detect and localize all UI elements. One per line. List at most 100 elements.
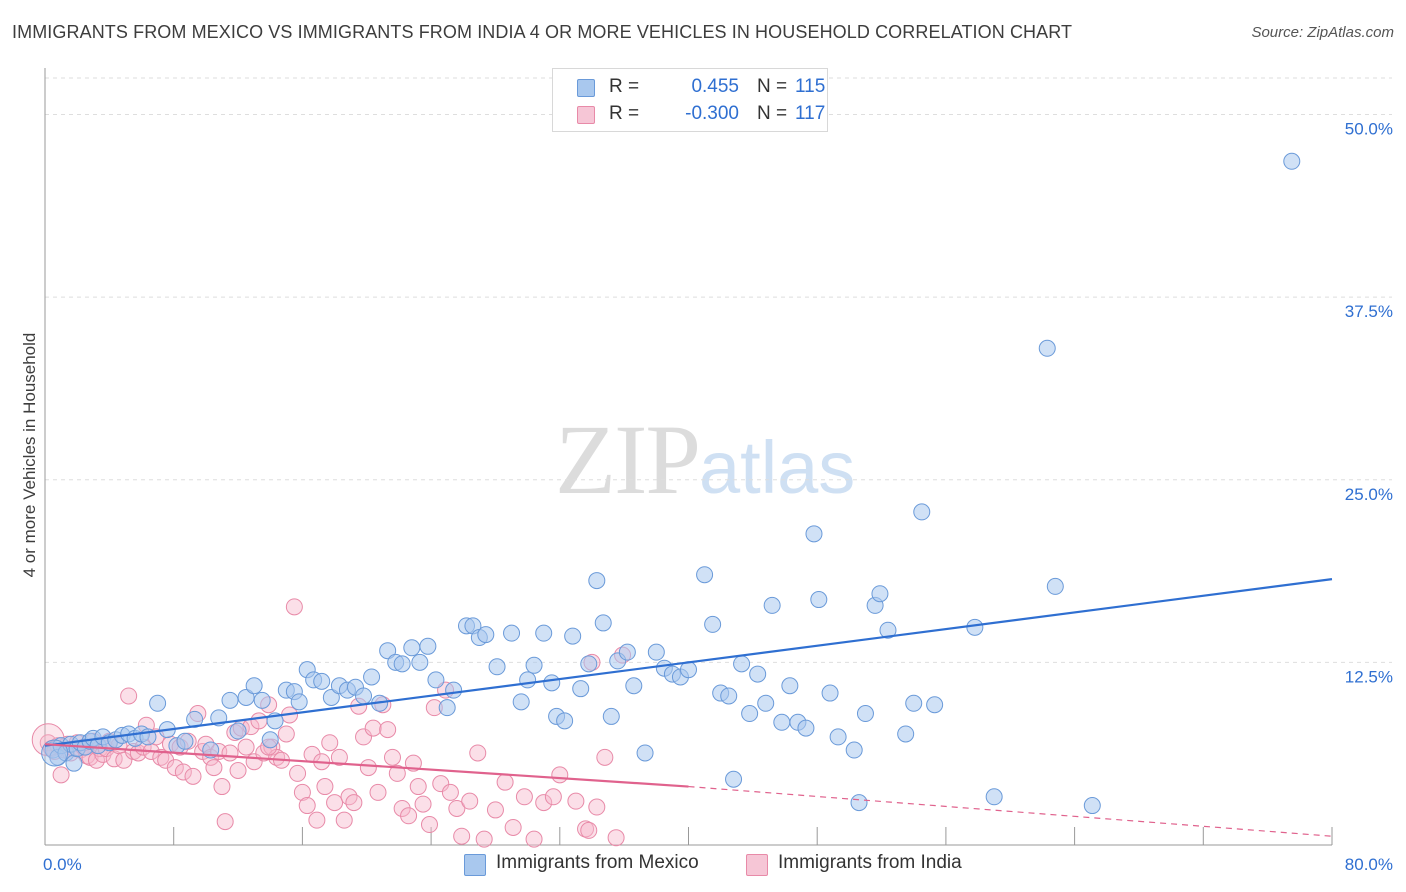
- india-point: [321, 734, 339, 752]
- mexico-point: [618, 643, 636, 661]
- mexico-point: [229, 722, 247, 740]
- mexico-point: [845, 741, 863, 759]
- india-point: [52, 766, 70, 784]
- mexico-point: [985, 788, 1003, 806]
- y-tick-label: 25.0%: [1345, 485, 1393, 504]
- mexico-point: [322, 688, 340, 706]
- india-point: [486, 801, 504, 819]
- r-label: R =: [609, 76, 640, 97]
- india-point: [174, 763, 192, 781]
- india-point: [237, 738, 255, 756]
- mexico-point: [725, 770, 743, 788]
- mexico-legend-swatch: [464, 854, 486, 876]
- mexico-point: [805, 525, 823, 543]
- india-point: [289, 764, 307, 782]
- mexico-point: [355, 687, 373, 705]
- india-legend-swatch: [746, 854, 768, 876]
- india-point: [285, 598, 303, 616]
- chart-title: IMMIGRANTS FROM MEXICO VS IMMIGRANTS FRO…: [12, 22, 1073, 42]
- india-point: [216, 813, 234, 831]
- mexico-point: [704, 615, 722, 633]
- mexico-point: [503, 624, 521, 642]
- india-point: [414, 795, 432, 813]
- mexico-point: [313, 672, 331, 690]
- tick-labels: 12.5% 25.0% 37.5% 50.0% 0.0% 80.0%: [43, 120, 1393, 874]
- india-point: [388, 764, 406, 782]
- india-point: [461, 792, 479, 810]
- mexico-point: [1038, 339, 1056, 357]
- mexico-point: [871, 585, 889, 603]
- mexico-point: [897, 725, 915, 743]
- mexico-point: [580, 655, 598, 673]
- mexico-point: [696, 566, 714, 584]
- x-tick-label-min: 0.0%: [43, 855, 82, 874]
- india-point: [166, 759, 184, 777]
- india-legend-label: Immigrants from India: [778, 852, 962, 873]
- mexico-point: [176, 732, 194, 750]
- mexico-point: [393, 655, 411, 673]
- mexico-point: [602, 707, 620, 725]
- source-label: Source: ZipAtlas.com: [1251, 24, 1394, 41]
- x-tick-label-max: 80.0%: [1345, 855, 1393, 874]
- india-point: [335, 811, 353, 829]
- mexico-point: [445, 681, 463, 699]
- india-point: [400, 807, 418, 825]
- mexico-point: [879, 621, 897, 639]
- mexico-point: [588, 572, 606, 590]
- india-point: [596, 748, 614, 766]
- mexico-legend-label: Immigrants from Mexico: [496, 852, 699, 873]
- mexico-point: [856, 705, 874, 723]
- india-point: [420, 816, 438, 834]
- mexico-trend-line: [44, 578, 1333, 747]
- axes: [44, 68, 1333, 846]
- mexico-point: [525, 656, 543, 674]
- grid-lines: [45, 77, 1392, 663]
- india-point: [475, 830, 493, 848]
- india-point: [330, 748, 348, 766]
- india-point: [152, 748, 170, 766]
- y-tick-label: 37.5%: [1345, 302, 1393, 321]
- mexico-point: [237, 688, 255, 706]
- mexico-point: [149, 694, 167, 712]
- india-point: [441, 783, 459, 801]
- india-point: [184, 767, 202, 785]
- india-point: [525, 830, 543, 848]
- mexico-point: [926, 696, 944, 714]
- india-trend-extension: [688, 785, 1333, 837]
- india-point: [535, 794, 553, 812]
- mexico-point: [512, 693, 530, 711]
- india-point: [496, 773, 514, 791]
- india-point: [469, 744, 487, 762]
- india-point: [453, 827, 471, 845]
- mexico-point: [733, 655, 751, 673]
- mexico-point: [403, 639, 421, 657]
- y-tick-label: 12.5%: [1345, 667, 1393, 686]
- mexico-n-value: 115: [795, 76, 826, 97]
- trend-lines: [44, 578, 1333, 837]
- india-point: [345, 794, 363, 812]
- india-point: [551, 766, 569, 784]
- mexico-point: [1046, 577, 1064, 595]
- mexico-point: [556, 712, 574, 730]
- mexico-swatch: [577, 79, 595, 97]
- mexico-point: [253, 691, 271, 709]
- mexico-point: [221, 691, 239, 709]
- india-point: [409, 778, 427, 796]
- mexico-point: [543, 674, 561, 692]
- india-point: [277, 725, 295, 743]
- mexico-point: [1083, 797, 1101, 815]
- mexico-point: [488, 658, 506, 676]
- mexico-point: [781, 677, 799, 695]
- india-point: [364, 719, 382, 737]
- india-point: [383, 748, 401, 766]
- y-tick-label: 50.0%: [1345, 120, 1393, 139]
- mexico-point: [773, 713, 791, 731]
- mexico-point: [720, 687, 738, 705]
- india-point: [229, 761, 247, 779]
- mexico-point: [741, 705, 759, 723]
- india-point: [205, 759, 223, 777]
- india-point: [316, 778, 334, 796]
- mexico-point: [572, 680, 590, 698]
- india-point: [298, 797, 316, 815]
